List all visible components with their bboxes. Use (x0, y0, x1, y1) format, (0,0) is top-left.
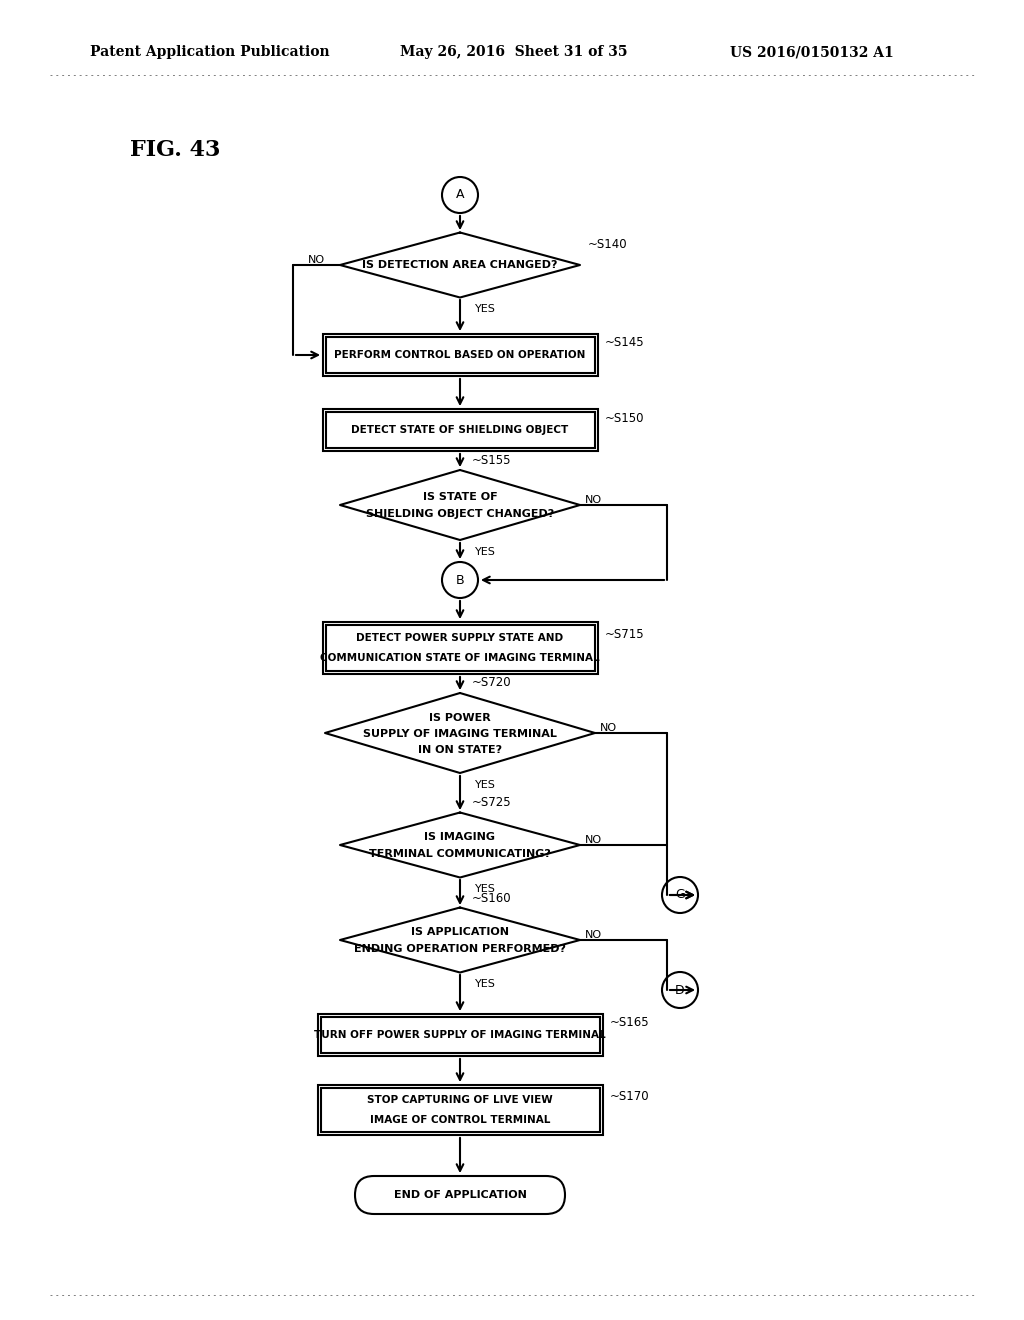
Text: ~S150: ~S150 (605, 412, 644, 425)
Text: B: B (456, 573, 464, 586)
Bar (321, 1088, 599, 1133)
Text: IS APPLICATION: IS APPLICATION (411, 927, 509, 937)
Bar (317, 1085, 602, 1135)
Bar (326, 337, 595, 374)
Bar (323, 334, 597, 376)
Text: YES: YES (475, 884, 496, 894)
Text: END OF APPLICATION: END OF APPLICATION (393, 1191, 526, 1200)
Bar (326, 624, 595, 671)
Text: NO: NO (308, 255, 325, 265)
Text: ~S140: ~S140 (588, 239, 628, 252)
Text: DETECT STATE OF SHIELDING OBJECT: DETECT STATE OF SHIELDING OBJECT (351, 425, 568, 436)
Text: IMAGE OF CONTROL TERMINAL: IMAGE OF CONTROL TERMINAL (370, 1115, 550, 1125)
Text: YES: YES (475, 979, 496, 989)
Text: Patent Application Publication: Patent Application Publication (90, 45, 330, 59)
Text: ~S160: ~S160 (472, 891, 512, 904)
Text: IS STATE OF: IS STATE OF (423, 492, 498, 502)
Text: NO: NO (585, 931, 602, 940)
Text: NO: NO (600, 723, 617, 733)
Text: D: D (675, 983, 685, 997)
Text: YES: YES (475, 304, 496, 314)
Text: STOP CAPTURING OF LIVE VIEW: STOP CAPTURING OF LIVE VIEW (368, 1096, 553, 1105)
Text: YES: YES (475, 780, 496, 789)
Text: TURN OFF POWER SUPPLY OF IMAGING TERMINAL: TURN OFF POWER SUPPLY OF IMAGING TERMINA… (314, 1030, 606, 1040)
Bar (326, 412, 595, 447)
Text: ~S155: ~S155 (472, 454, 512, 466)
Text: G: G (675, 888, 685, 902)
Text: May 26, 2016  Sheet 31 of 35: May 26, 2016 Sheet 31 of 35 (400, 45, 628, 59)
Text: YES: YES (475, 546, 496, 557)
Bar (317, 1014, 602, 1056)
Text: NO: NO (585, 836, 602, 845)
Text: SHIELDING OBJECT CHANGED?: SHIELDING OBJECT CHANGED? (366, 510, 554, 519)
Text: NO: NO (585, 495, 602, 506)
Bar (323, 622, 597, 675)
Text: TERMINAL COMMUNICATING?: TERMINAL COMMUNICATING? (369, 849, 551, 859)
Text: US 2016/0150132 A1: US 2016/0150132 A1 (730, 45, 894, 59)
Text: SUPPLY OF IMAGING TERMINAL: SUPPLY OF IMAGING TERMINAL (364, 729, 557, 739)
Text: IS IMAGING: IS IMAGING (425, 832, 496, 842)
Text: ~S715: ~S715 (605, 627, 645, 640)
Text: IN ON STATE?: IN ON STATE? (418, 744, 502, 755)
Text: A: A (456, 189, 464, 202)
Text: COMMUNICATION STATE OF IMAGING TERMINAL: COMMUNICATION STATE OF IMAGING TERMINAL (321, 653, 600, 663)
Text: ENDING OPERATION PERFORMED?: ENDING OPERATION PERFORMED? (354, 944, 566, 954)
Text: ~S720: ~S720 (472, 676, 512, 689)
Text: PERFORM CONTROL BASED ON OPERATION: PERFORM CONTROL BASED ON OPERATION (334, 350, 586, 360)
Text: ~S145: ~S145 (605, 337, 645, 350)
Text: ~S170: ~S170 (610, 1089, 649, 1102)
Text: ~S725: ~S725 (472, 796, 512, 809)
Text: IS DETECTION AREA CHANGED?: IS DETECTION AREA CHANGED? (362, 260, 558, 271)
Bar (323, 409, 597, 451)
Text: DETECT POWER SUPPLY STATE AND: DETECT POWER SUPPLY STATE AND (356, 634, 563, 643)
Text: IS POWER: IS POWER (429, 713, 490, 723)
Bar (321, 1016, 599, 1053)
Text: FIG. 43: FIG. 43 (130, 139, 220, 161)
Text: ~S165: ~S165 (610, 1016, 649, 1030)
